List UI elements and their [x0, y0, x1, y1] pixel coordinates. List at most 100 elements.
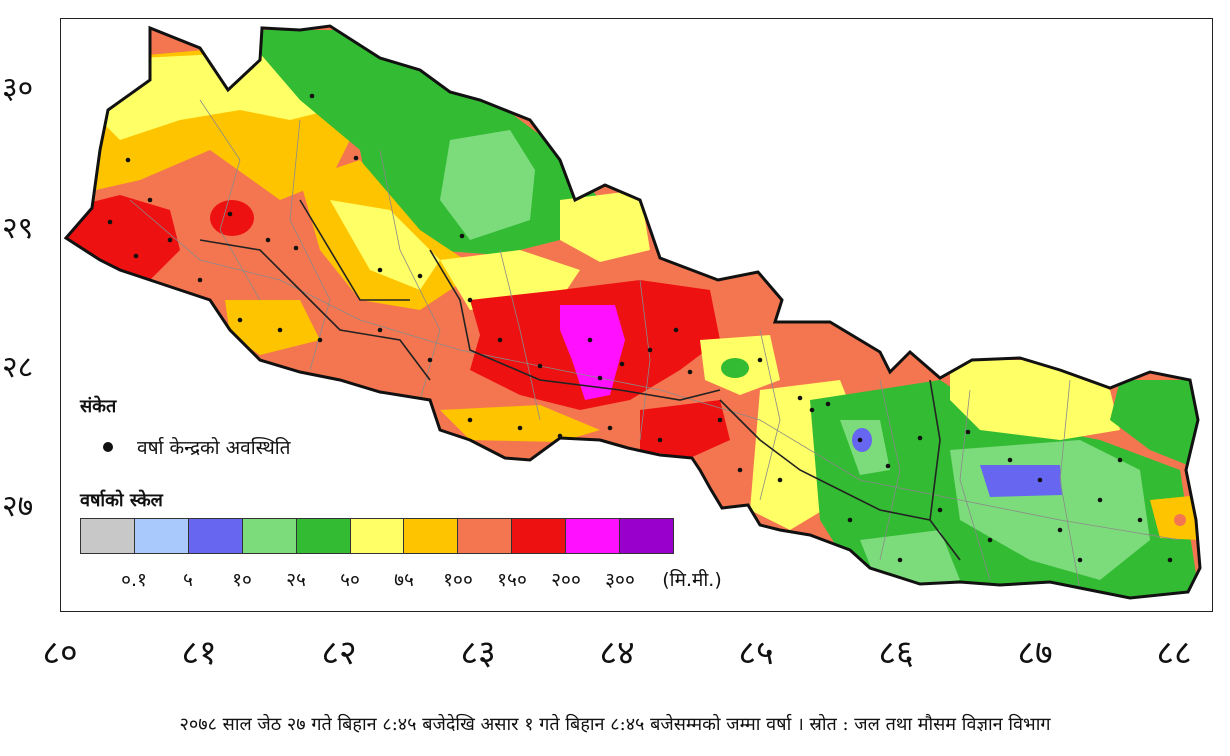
scale-label: १५० [497, 569, 527, 591]
scale-swatch [296, 519, 351, 553]
station-dot [133, 253, 139, 259]
scale-swatch [620, 519, 673, 553]
station-dot [459, 233, 465, 239]
station-dot [607, 425, 613, 431]
scale-label: ५ [183, 569, 193, 591]
station-dot [237, 317, 243, 323]
scale-swatch [512, 519, 567, 553]
station-dot [537, 363, 543, 369]
station-dot [377, 327, 383, 333]
scale-label: १०० [443, 569, 473, 591]
station-dot [897, 557, 903, 563]
scale-swatch [188, 519, 243, 553]
station-dot [847, 517, 853, 523]
scale-label: ०.१ [121, 569, 147, 591]
station-dot [917, 435, 923, 441]
station-dot [937, 507, 943, 513]
scale-swatch [404, 519, 459, 553]
scale-swatch [350, 519, 405, 553]
station-dot [777, 477, 783, 483]
station-dot [965, 429, 971, 435]
station-dot [353, 155, 359, 161]
station-dot [1167, 557, 1173, 563]
y-label-28: २८ [2, 350, 34, 385]
x-label-83: ८३ [460, 633, 496, 673]
map-caption: २०७८ साल जेठ २७ गते बिहान ८:४५ बजेदेखि अ… [179, 714, 1051, 735]
scale-label: २०० [551, 569, 581, 591]
station-dot [467, 297, 473, 303]
station-dot [309, 93, 315, 99]
scale-swatch [458, 519, 513, 553]
station-dot [587, 337, 593, 343]
scale-swatch [242, 519, 297, 553]
station-dot [757, 357, 763, 363]
scale-label: ३०० [605, 569, 635, 591]
x-label-82: ८२ [321, 633, 357, 673]
district-boundaries [129, 99, 1181, 591]
station-dot [687, 369, 693, 375]
station-dot [147, 197, 153, 203]
station-dot [557, 433, 563, 439]
station-dot [125, 157, 131, 163]
scale-label: ७५ [394, 569, 414, 591]
scale-label: ५० [340, 569, 360, 591]
station-dot [1117, 457, 1123, 463]
legend-title: संकेत [80, 396, 117, 417]
station-dot [885, 463, 891, 469]
station-dot [517, 425, 523, 431]
scale-swatch [566, 519, 621, 553]
x-label-86: ८६ [878, 633, 914, 673]
station-dot [1097, 497, 1103, 503]
x-label-84: ८४ [599, 633, 635, 673]
station-dot [317, 337, 323, 343]
station-marker-icon [103, 442, 113, 452]
station-dot [857, 437, 863, 443]
rainfall-scale-bar [80, 518, 674, 554]
y-label-29: २९ [2, 211, 34, 246]
station-dot [797, 395, 803, 401]
station-dot [497, 337, 503, 343]
station-dot [417, 273, 423, 279]
station-dot [197, 277, 203, 283]
station-dot [293, 245, 299, 251]
scale-unit: (मि.मी.) [662, 569, 722, 591]
station-dot [377, 267, 383, 273]
station-dot [265, 237, 271, 243]
station-dot [427, 357, 433, 363]
station-dot [673, 327, 679, 333]
x-label-88: ८८ [1156, 633, 1192, 673]
scale-swatch [81, 519, 135, 553]
station-dots [107, 93, 1173, 563]
station-dot [737, 467, 743, 473]
station-dot [467, 417, 473, 423]
y-label-30: ३० [2, 71, 34, 106]
station-dot [1057, 527, 1063, 533]
station-dot [597, 375, 603, 381]
station-dot [987, 537, 993, 543]
x-label-80: ८० [42, 633, 78, 673]
scale-swatch [134, 519, 189, 553]
station-dot [647, 347, 653, 353]
province-boundaries [199, 199, 961, 561]
scale-label: २५ [286, 569, 306, 591]
station-dot [167, 237, 173, 243]
legend-station-label: वर्षा केन्द्रको अवस्थिति [137, 437, 291, 459]
station-dot [809, 407, 815, 413]
station-dot [657, 437, 663, 443]
station-dot [227, 211, 233, 217]
scale-title: वर्षाको स्केल [80, 490, 163, 511]
x-label-87: ८७ [1017, 633, 1053, 673]
station-dot [107, 219, 113, 225]
station-dot [619, 361, 625, 367]
x-label-85: ८५ [738, 633, 774, 673]
station-dot [277, 327, 283, 333]
station-dot [717, 417, 723, 423]
station-dot [1037, 477, 1043, 483]
station-dot [1137, 517, 1143, 523]
scale-label: १० [232, 569, 252, 591]
y-label-27: २७ [2, 489, 34, 524]
station-dot [1077, 557, 1083, 563]
station-dot [825, 401, 831, 407]
x-label-81: ८१ [181, 633, 217, 673]
